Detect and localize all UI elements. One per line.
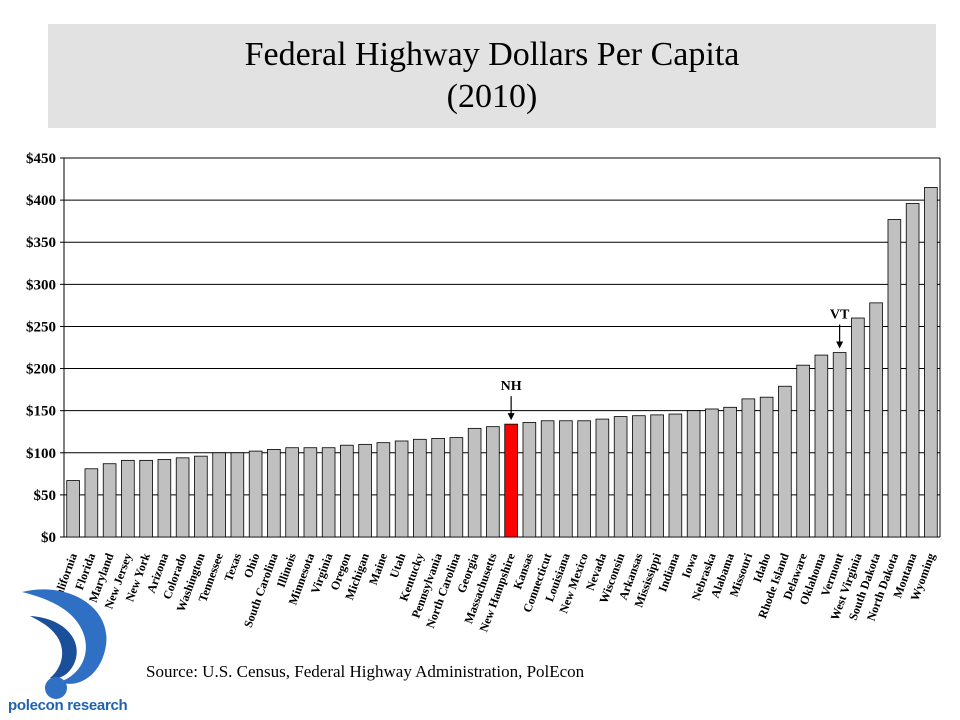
- bar: [614, 417, 627, 537]
- bar: [140, 460, 153, 537]
- bar: [906, 203, 919, 537]
- bar: [213, 453, 226, 537]
- bar: [377, 443, 390, 537]
- bar: [505, 424, 518, 537]
- bar: [121, 460, 134, 537]
- bar: [705, 409, 718, 537]
- bar: [541, 421, 554, 537]
- bar: [85, 469, 98, 537]
- y-tick-label: $200: [26, 362, 56, 378]
- logo-text: polecon research: [8, 697, 127, 714]
- bar: [450, 438, 463, 537]
- bar: [103, 464, 116, 537]
- bar: [249, 451, 262, 537]
- bar: [724, 407, 737, 537]
- title-box: Federal Highway Dollars Per Capita (2010…: [48, 24, 936, 128]
- bar: [468, 428, 481, 537]
- y-tick-label: $300: [26, 277, 56, 293]
- y-tick-label: $350: [26, 235, 56, 251]
- bar: [687, 411, 700, 537]
- y-tick-label: $50: [34, 488, 57, 504]
- bar: [413, 439, 426, 537]
- bar: [797, 365, 810, 537]
- y-tick-label: $100: [26, 446, 56, 462]
- annotation-arrow-head: [508, 413, 515, 420]
- bar: [870, 303, 883, 537]
- bar: [432, 438, 445, 537]
- bar: [395, 441, 408, 537]
- annotation-arrow-head: [836, 342, 843, 349]
- source-note: Source: U.S. Census, Federal Highway Adm…: [146, 662, 584, 682]
- bar: [523, 422, 536, 537]
- bar: [851, 318, 864, 537]
- annotation-label: VT: [830, 308, 850, 323]
- bar: [194, 456, 207, 537]
- bar: [267, 449, 280, 537]
- bar: [578, 421, 591, 537]
- bar: [359, 444, 372, 537]
- bar: [486, 427, 499, 537]
- bar: [888, 219, 901, 537]
- bar: [760, 397, 773, 537]
- chart-title: Federal Highway Dollars Per Capita: [48, 36, 936, 74]
- bar: [176, 458, 189, 537]
- y-tick-label: $0: [41, 530, 56, 546]
- bar: [304, 448, 317, 537]
- bar: [559, 421, 572, 537]
- y-tick-label: $400: [26, 193, 56, 209]
- bar: [67, 481, 80, 537]
- bar: [322, 448, 335, 537]
- bar: [158, 460, 171, 537]
- chart-subtitle: (2010): [48, 78, 936, 116]
- bar-chart: $0$50$100$150$200$250$300$350$400$450Cal…: [0, 140, 960, 640]
- bar: [286, 448, 299, 537]
- y-tick-label: $250: [26, 319, 56, 335]
- annotation-label: NH: [501, 379, 522, 394]
- bar: [924, 187, 937, 537]
- bar: [742, 399, 755, 537]
- bar: [596, 419, 609, 537]
- bar: [340, 445, 353, 537]
- bar: [815, 355, 828, 537]
- bar: [231, 453, 244, 537]
- y-tick-label: $150: [26, 404, 56, 420]
- bar: [778, 386, 791, 537]
- bar: [833, 353, 846, 537]
- y-tick-label: $450: [26, 151, 56, 167]
- bar: [651, 415, 664, 537]
- bar: [632, 416, 645, 537]
- bar: [669, 414, 682, 537]
